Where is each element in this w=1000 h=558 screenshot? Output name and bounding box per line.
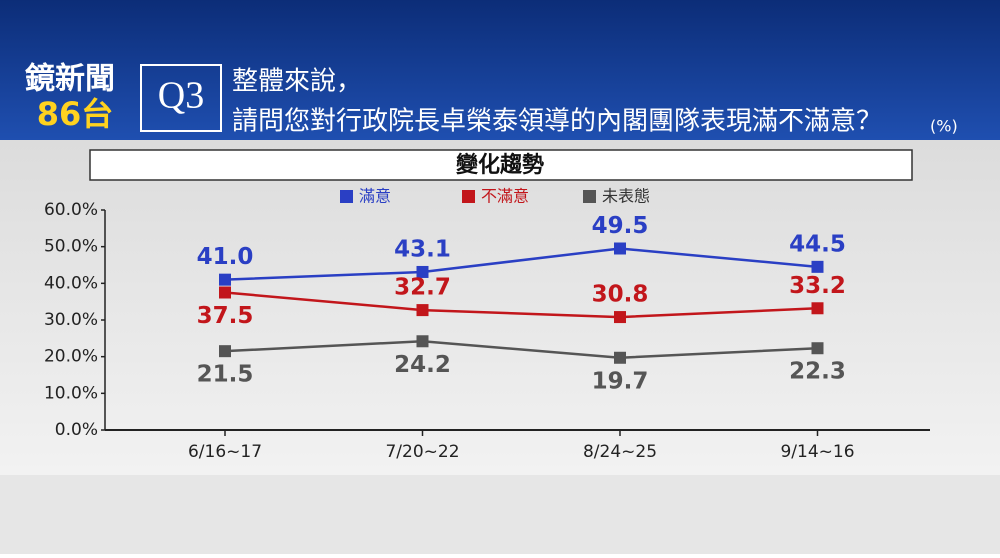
data-point [416, 265, 429, 278]
y-tick-label: 40.0% [44, 273, 98, 293]
data-point [614, 351, 626, 364]
question-no: Q3 [158, 75, 204, 117]
data-point [614, 311, 626, 324]
x-tick-label: 8/24~25 [583, 442, 657, 462]
data-point [811, 260, 824, 273]
data-label: 33.2 [789, 273, 846, 299]
data-point [219, 286, 231, 299]
data-label: 30.8 [592, 282, 649, 308]
question-box [140, 64, 222, 132]
x-tick-label: 9/14~16 [780, 442, 854, 462]
series-line [224, 291, 818, 319]
y-tick-label: 50.0% [44, 237, 98, 257]
chart-bg [0, 140, 1000, 475]
data-point [416, 304, 429, 317]
series-line [224, 247, 818, 281]
y-tick-label: 10.0% [44, 383, 98, 403]
legend-swatch [462, 190, 475, 203]
data-label: 32.7 [394, 275, 451, 301]
header-bg [0, 0, 1000, 140]
x-tick-label: 7/20~22 [385, 442, 459, 462]
question-line: 請問您對行政院長卓榮泰領導的內閣團隊表現滿不滿意？ [232, 107, 882, 137]
data-point [219, 273, 231, 286]
data-label: 21.5 [197, 362, 254, 388]
chart-title-box [89, 149, 913, 181]
data-label: 44.5 [789, 231, 846, 257]
data-point [416, 335, 429, 348]
data-label: 22.3 [789, 359, 846, 385]
y-tick-label: 60.0% [44, 200, 98, 220]
unit: (%) [930, 117, 958, 136]
x-tick-label: 6/16~17 [188, 442, 262, 462]
data-label: 49.5 [592, 213, 649, 239]
data-point [811, 302, 824, 315]
data-label: 43.1 [394, 236, 451, 262]
y-tick-label: 20.0% [44, 347, 98, 367]
legend-swatch [583, 190, 596, 203]
legend-label: 滿意 [359, 187, 391, 206]
channel: 鏡新聞 [25, 62, 115, 97]
data-point [614, 242, 626, 255]
question-line: 整體來說， [232, 67, 362, 97]
data-point [219, 345, 231, 358]
series-line [224, 340, 818, 360]
channel-number: 86台 [37, 95, 114, 133]
data-label: 24.2 [394, 352, 451, 378]
legend-label: 未表態 [602, 187, 650, 206]
footer-bg [0, 475, 1000, 554]
legend-swatch [340, 190, 353, 203]
y-tick-label: 30.0% [44, 310, 98, 330]
data-label: 19.7 [592, 368, 649, 394]
chart-title: 變化趨勢 [456, 152, 544, 178]
data-point [811, 342, 824, 355]
legend-label: 不滿意 [481, 187, 529, 206]
data-label: 37.5 [197, 303, 254, 329]
data-label: 41.0 [197, 244, 254, 270]
y-tick-label: 0.0% [55, 420, 98, 440]
